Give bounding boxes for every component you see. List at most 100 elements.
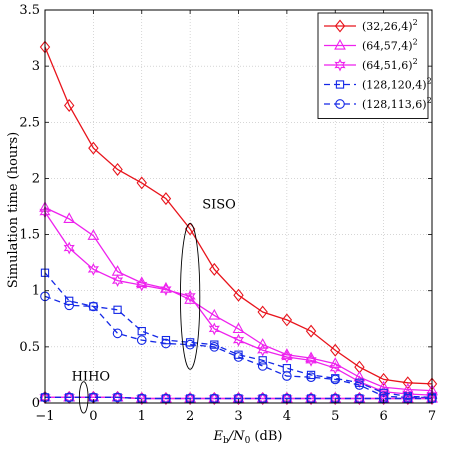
triangle-marker [256,338,269,349]
star-marker [281,392,293,405]
star-marker [426,392,438,405]
x-tick-label: 2 [186,409,194,424]
y-tick-label: 2.5 [19,115,40,130]
square-marker [113,305,122,314]
series-star [39,205,438,402]
annotations: SISO HIHO [72,198,236,414]
circle-marker [330,374,341,385]
y-tick-label: 3 [32,59,40,74]
triangle-marker [329,357,342,368]
star-marker [329,392,341,405]
diamond-marker [257,305,268,319]
triangle-marker [208,308,221,320]
square-marker [137,326,146,336]
series-line [45,396,432,400]
x-tick-label: 3 [234,409,242,424]
circle-marker [112,392,123,403]
triangle-marker [377,380,390,392]
annotation-ellipse [179,222,201,370]
x-tick-label: 7 [428,409,436,424]
star-marker [232,333,245,347]
star-marker [402,392,414,405]
circle-marker [335,99,345,109]
annotation-label: HIHO [72,370,110,385]
star-marker [378,392,390,405]
x-tick-label: 1 [138,409,146,424]
square-marker [89,302,98,311]
star-marker [353,392,366,405]
star-marker [160,392,172,405]
circle-marker [88,301,99,312]
star-marker [136,392,148,405]
x-tick-label: −1 [35,409,54,424]
legend: (32,26,4)2 (64,57,4)2 (64,51,6)2 (128,120,4… [317,12,432,119]
diamond-marker [88,141,99,155]
diamond-marker [136,176,147,190]
diamond-marker [160,192,172,206]
circle-marker [282,371,292,381]
circle-marker [161,338,171,349]
x-axis-label: Eb/N0 (dB) [213,429,283,446]
annotation-ellipse [78,381,89,414]
star-marker [160,283,172,297]
square-marker [335,80,345,89]
star-marker [257,343,269,357]
legend-label: (64,51,6)2 [362,57,418,72]
series-line [44,211,433,396]
square-marker [403,394,412,403]
triangle-marker [87,229,100,240]
circle-marker [354,380,365,390]
circle-marker [185,339,195,350]
star-marker [232,392,245,405]
y-tick-label: 0.5 [19,340,40,355]
legend-label: (128,120,4)2 [362,77,432,92]
star-marker [329,361,341,375]
star-marker [402,387,414,401]
grid [45,10,432,403]
x-tick-label: 6 [379,409,387,424]
star-marker [334,58,346,72]
series-circle-hiho [40,392,437,404]
diamond-marker [330,343,341,357]
series-line [44,207,433,392]
diamond-marker [334,19,346,33]
triangle-marker [280,348,293,359]
triangle-marker [232,322,245,334]
diamond-marker [112,162,123,176]
y-tick-label: 3.5 [19,3,40,18]
triangle-marker [334,38,346,50]
star-marker [87,262,99,276]
square-marker [258,356,267,365]
star-marker [184,392,196,405]
x-tick-label: 4 [283,409,291,424]
series-line [44,272,433,399]
y-tick-label: 1.5 [19,228,40,243]
star-marker [63,241,75,255]
y-axis-label: Simulation time (hours) [6,132,21,289]
circle-marker [209,342,220,352]
circle-marker [64,392,75,403]
triangle-marker [305,351,317,363]
star-marker [305,353,317,367]
diamond-marker [63,98,75,112]
axis-ticks: −1 0 1 2 3 4 5 6 700.511.522.533.5 [19,3,436,424]
star-marker [136,278,148,292]
x-tick-label: 5 [331,409,339,424]
legend-label: (64,57,4)2 [362,38,418,53]
circle-marker [136,335,147,345]
x-tick-label: 0 [89,409,97,424]
series-line [44,46,433,385]
star-marker [257,392,269,405]
square-marker [65,296,74,305]
star-marker [208,392,220,405]
annotation-label: SISO [202,198,236,213]
y-tick-label: 0 [32,396,40,411]
square-marker [113,393,122,402]
series-line [44,295,432,399]
circle-marker [112,328,123,339]
diamond-marker [233,288,244,302]
y-tick-label: 2 [32,171,40,186]
diamond-marker [209,262,220,276]
legend-label: (128,113,6)2 [362,96,432,111]
